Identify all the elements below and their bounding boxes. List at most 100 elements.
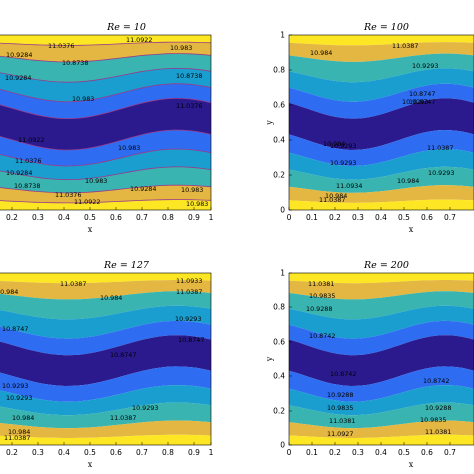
contour-label: 10.984 <box>397 177 419 185</box>
contour-label: 10.9293 <box>412 62 438 70</box>
contour-label: 10.9293 <box>330 142 356 150</box>
x-tick-label: 0.1 <box>306 213 318 222</box>
contour-line <box>0 148 211 167</box>
contour-label: 10.8742 <box>330 370 356 378</box>
x-tick-label: 0.2 <box>6 448 18 457</box>
y-tick-label: 0.6 <box>273 101 285 110</box>
contour-label: 10.9835 <box>420 416 446 424</box>
contour-band <box>0 305 211 339</box>
contour-band <box>289 83 474 119</box>
contour-band <box>0 335 211 386</box>
contour-band <box>289 130 474 166</box>
contour-band <box>0 130 211 166</box>
contour-label: 10.984 <box>100 294 122 302</box>
contour-label: 11.0387 <box>427 144 453 152</box>
contour-label: 11.0376 <box>48 42 74 50</box>
contour-label: 10.9835 <box>309 292 335 300</box>
contour-label: 10.9293 <box>402 98 428 106</box>
contour-band <box>0 366 211 402</box>
x-tick-label: 0.5 <box>398 213 410 222</box>
contour-label: 10.9293 <box>2 382 28 390</box>
contour-line <box>0 53 211 63</box>
contour-band <box>0 273 211 284</box>
contour-line <box>0 41 211 46</box>
contour-band <box>0 149 211 180</box>
contour-label: 11.0387 <box>392 42 418 50</box>
contour-label: 10.9284 <box>130 185 156 193</box>
axes-frame <box>288 272 474 446</box>
contour-label: 11.0922 <box>18 136 44 144</box>
contour-label: 10.8747 <box>409 90 435 98</box>
contour-label: 11.0381 <box>308 280 334 288</box>
contour-band <box>0 185 211 203</box>
x-tick-label: 0.6 <box>421 213 433 222</box>
contour-band <box>289 320 474 356</box>
contour-line <box>0 98 211 119</box>
contour-label: 11.0376 <box>15 157 41 165</box>
contour-label: 11.0381 <box>329 417 355 425</box>
x-tick-label: 0.4 <box>375 448 387 457</box>
contour-label: 10.8738 <box>14 182 40 190</box>
x-tick-label: 0.3 <box>32 448 44 457</box>
contour-label: 11.0376 <box>55 191 81 199</box>
contour-label: 10.9284 <box>6 169 32 177</box>
contour-band <box>289 402 474 429</box>
contour-label: 10.8742 <box>309 332 335 340</box>
contour-label: 11.0927 <box>327 430 353 438</box>
axes-frame <box>0 34 212 211</box>
contour-band <box>289 68 474 102</box>
contour-label: 11.0387 <box>110 414 136 422</box>
contour-line <box>0 129 211 151</box>
contour-band <box>0 53 211 83</box>
contour-band <box>0 42 211 62</box>
contour-label: 10.984 <box>310 49 332 57</box>
y-tick-label: 1 <box>280 31 285 40</box>
contour-label: 10.983 <box>118 144 140 152</box>
contour-band <box>0 98 211 150</box>
contour-line <box>0 166 211 181</box>
contour-label: 10.9288 <box>425 404 451 412</box>
contour-band <box>0 83 211 119</box>
contour-label: 11.0934 <box>336 182 362 190</box>
axes-frame <box>0 272 212 446</box>
contour-line <box>0 199 211 204</box>
x-tick-label: 0.7 <box>136 213 148 222</box>
contour-label: 10.9293 <box>428 169 454 177</box>
x-tick-label: 0.8 <box>162 448 174 457</box>
contour-line <box>0 184 211 194</box>
x-axis-label: x <box>88 225 93 234</box>
y-tick-label: 0 <box>280 441 285 450</box>
contour-band <box>289 98 474 150</box>
contour-label: 10.984 <box>323 140 345 148</box>
contour-line <box>0 83 211 103</box>
y-tick-label: 0.2 <box>273 171 285 180</box>
contour-label: 10.8738 <box>176 72 202 80</box>
x-tick-label: 1 <box>209 213 214 222</box>
contour-label: 10.983 <box>72 95 94 103</box>
x-tick-label: 0.6 <box>110 213 122 222</box>
panel-title: Re = 10 <box>106 22 146 33</box>
contour-label: 11.0376 <box>176 102 202 110</box>
contour-label: 10.983 <box>186 200 208 208</box>
x-tick-label: 0.4 <box>58 213 70 222</box>
x-tick-label: 0.6 <box>110 448 122 457</box>
x-tick-label: 0.5 <box>398 448 410 457</box>
y-tick-label: 0.2 <box>273 407 285 416</box>
contour-label: 10.8747 <box>2 325 28 333</box>
x-tick-label: 0.7 <box>444 448 456 457</box>
contour-band <box>289 280 474 300</box>
contour-band <box>0 385 211 416</box>
contour-label: 10.984 <box>325 192 347 200</box>
contour-line <box>0 67 211 83</box>
contour-label: 11.0922 <box>126 36 152 44</box>
x-tick-label: 0.3 <box>352 213 364 222</box>
contour-band <box>0 420 211 438</box>
y-tick-label: 0.6 <box>273 338 285 347</box>
x-tick-label: 0.4 <box>375 213 387 222</box>
contour-band <box>289 420 474 438</box>
contour-band <box>289 42 474 62</box>
contour-label: 10.8747 <box>178 336 204 344</box>
contour-label: 11.0933 <box>176 277 202 285</box>
contour-band <box>0 402 211 429</box>
